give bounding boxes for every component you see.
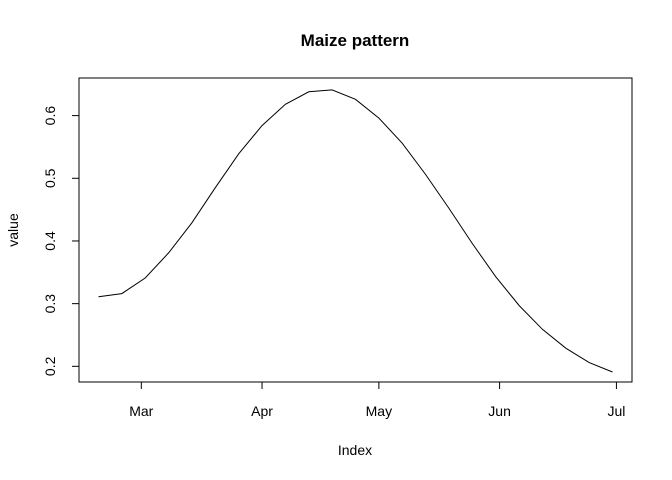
y-tick-label: 0.6 (42, 106, 58, 126)
y-tick-label: 0.3 (42, 294, 58, 314)
series-line (98, 89, 613, 373)
chart-title: Maize pattern (301, 31, 410, 50)
y-axis-label: value (5, 213, 21, 247)
y-axis: 0.2 0.3 0.4 0.5 0.6 (42, 106, 80, 376)
y-tick-label: 0.4 (42, 231, 58, 251)
x-tick-label: Jul (607, 403, 625, 419)
x-tick-label: Mar (129, 403, 153, 419)
x-tick-label: Apr (251, 403, 273, 419)
plot-frame (78, 77, 633, 383)
x-tick-label: May (366, 403, 392, 419)
x-axis-label: Index (338, 442, 372, 458)
x-tick-label: Jun (488, 403, 511, 419)
y-tick-label: 0.2 (42, 356, 58, 376)
x-axis: Mar Apr May Jun Jul (129, 381, 625, 419)
series-layer (98, 89, 613, 373)
y-tick-label: 0.5 (42, 168, 58, 188)
